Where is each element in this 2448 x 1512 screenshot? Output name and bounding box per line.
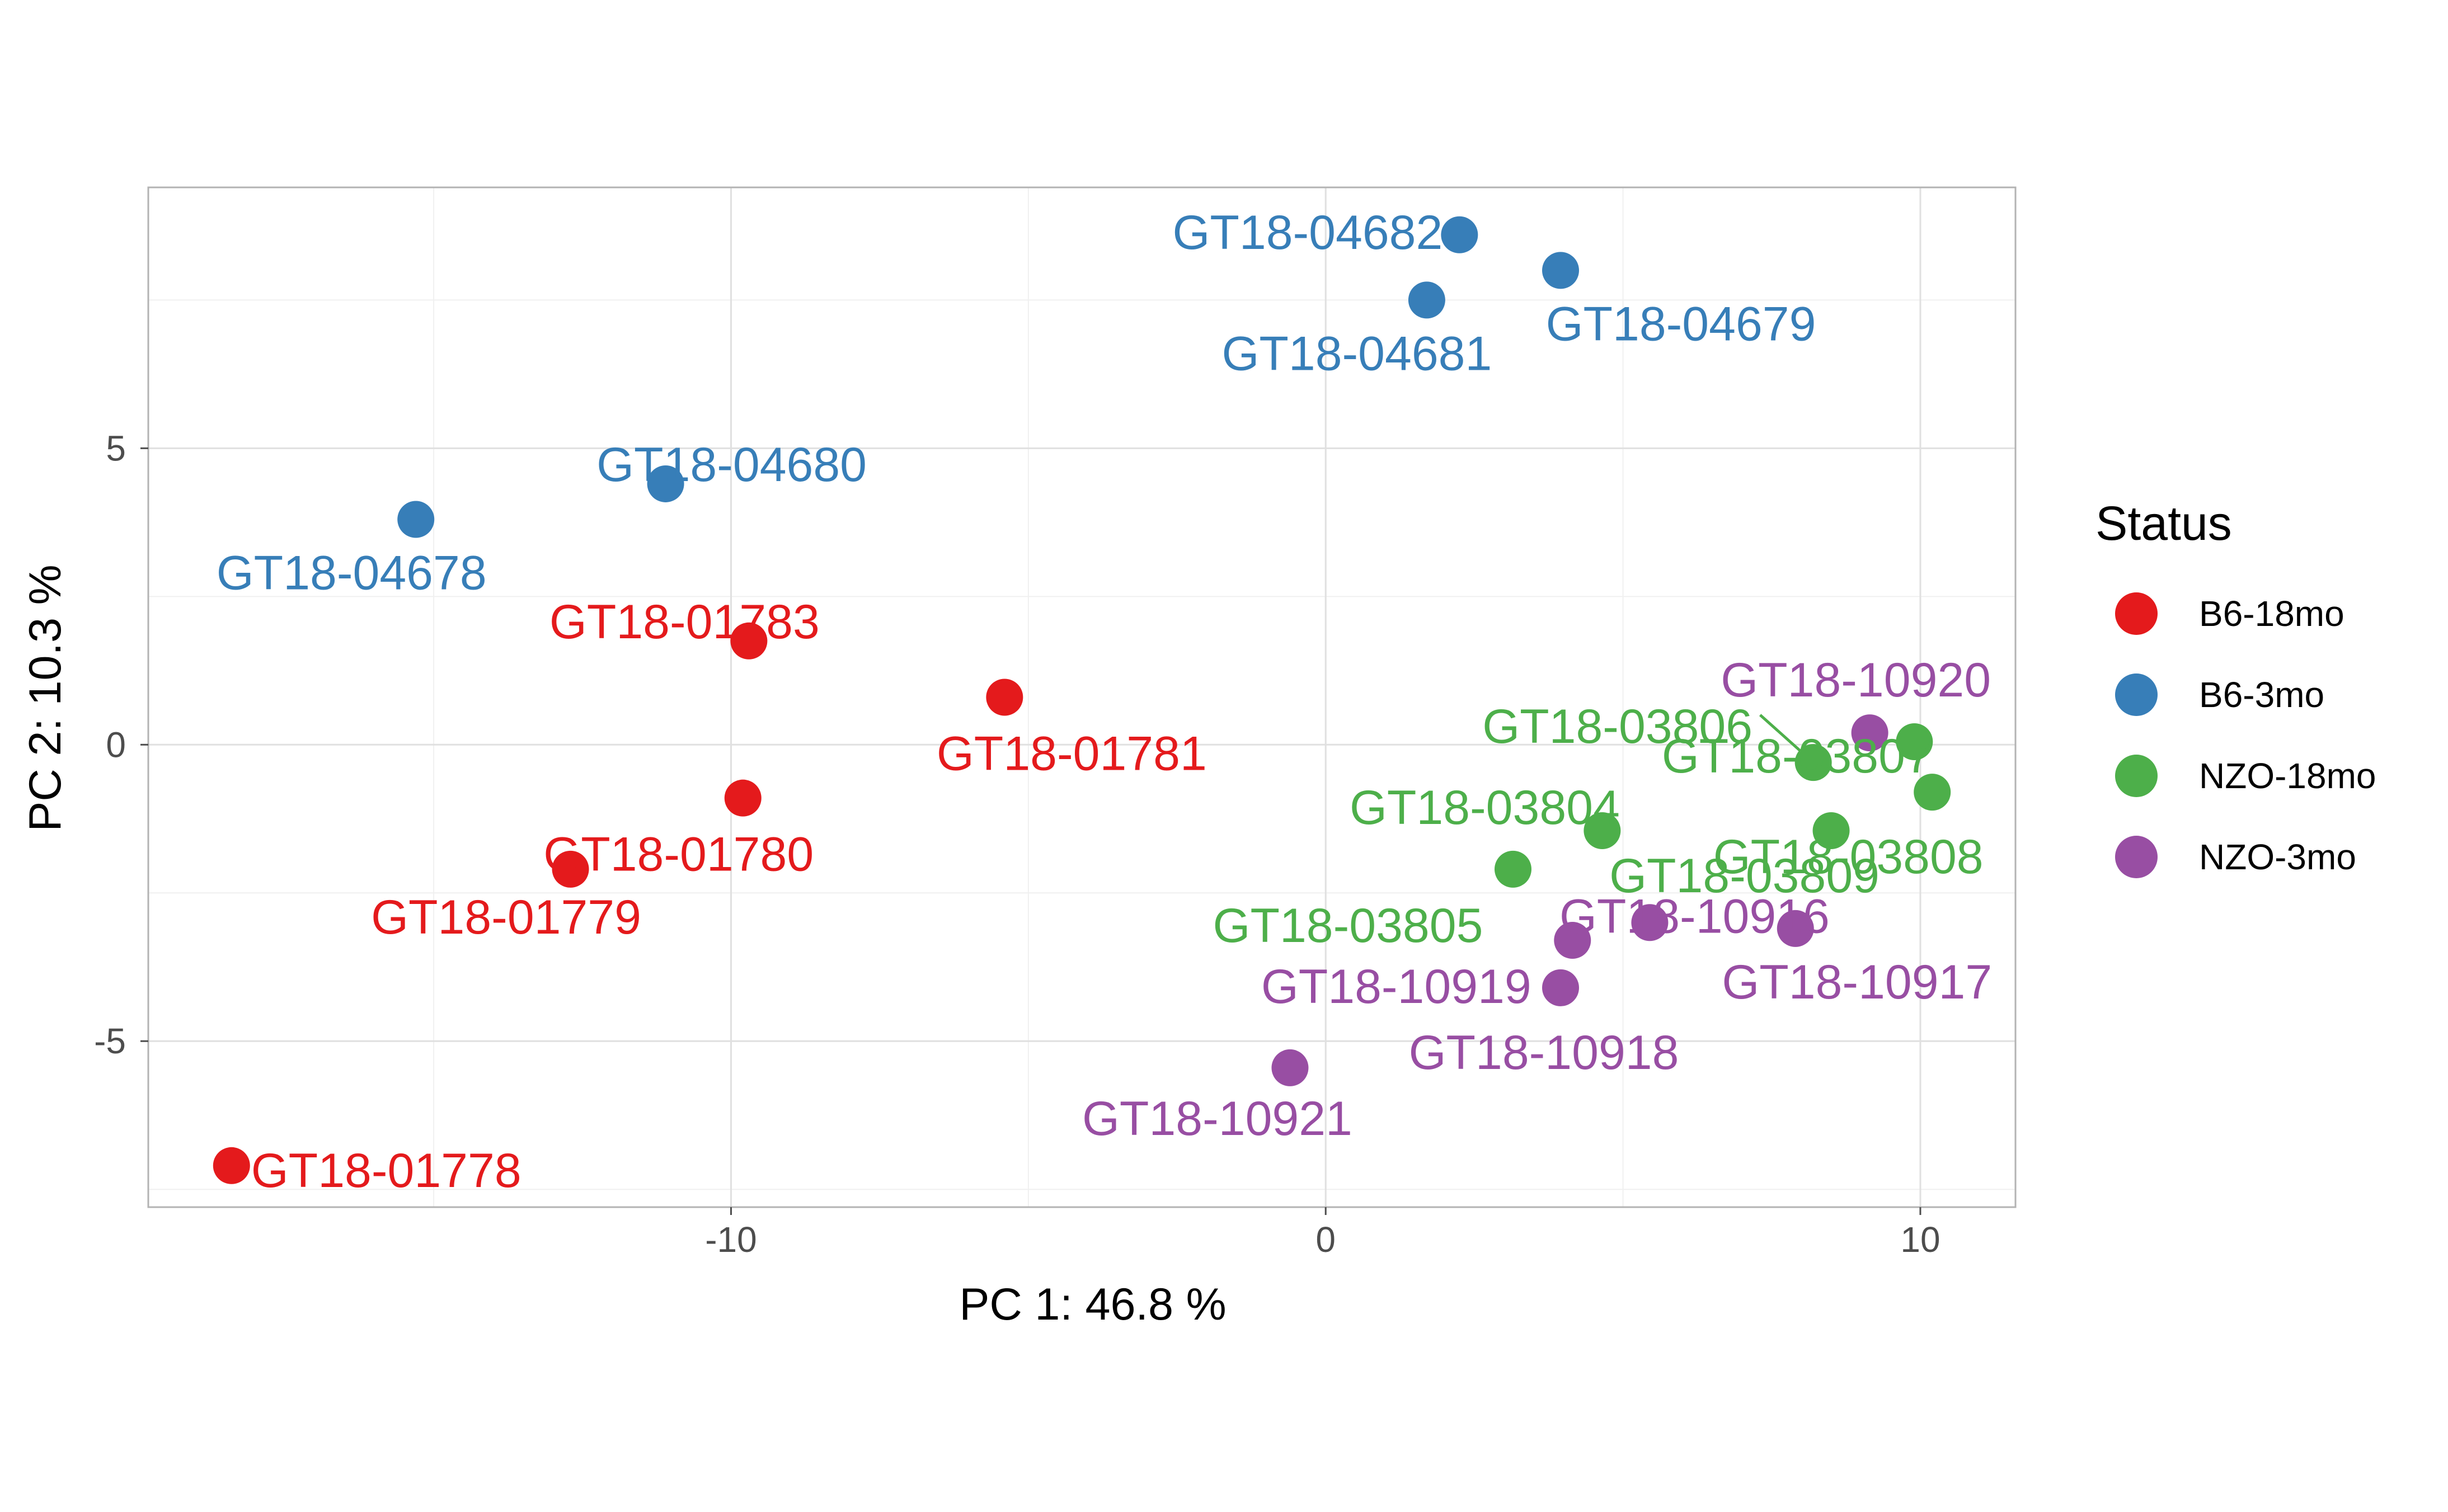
data-point-gt18-01783 (730, 622, 768, 660)
data-point-gt18-04682 (1441, 216, 1478, 253)
point-label: GT18-01780 (543, 828, 814, 882)
point-label: GT18-10917 (1722, 955, 1992, 1009)
legend-label: B6-18mo (2199, 594, 2344, 634)
point-label: GT18-01781 (937, 727, 1207, 781)
data-point-gt18-10920 (1851, 714, 1888, 752)
x-tick-label: 0 (1315, 1219, 1336, 1260)
data-point-gt18-03805 (1494, 850, 1531, 888)
data-point-gt18-04681 (1408, 281, 1445, 319)
data-point-gt18-04678 (397, 501, 435, 538)
plot-panel-border (147, 186, 2017, 1208)
data-point-gt18-10921 (1271, 1049, 1309, 1086)
y-tick-label: -5 (94, 1021, 126, 1061)
point-label: GT18-10919 (1261, 960, 1531, 1014)
data-point-gt18-01778 (213, 1147, 250, 1184)
x-tick-label: 10 (1900, 1219, 1940, 1260)
data-point-gt18-03809 (1812, 812, 1850, 849)
point-label: GT18-03808 (1713, 830, 1984, 884)
point-label: GT18-04681 (1221, 327, 1492, 380)
data-point-gt18-10917 (1777, 910, 1814, 947)
point-label: GT18-03809 (1609, 849, 1880, 903)
minor-gridlines (148, 187, 2015, 1207)
legend-title: Status (2095, 497, 2232, 550)
data-point-gt18-03804 (1584, 812, 1621, 849)
point-label: GT18-01778 (251, 1144, 521, 1198)
y-tick-label: 5 (106, 428, 126, 468)
point-label: GT18-04679 (1546, 297, 1816, 351)
point-label: GT18-03805 (1213, 899, 1483, 953)
data-point-gt18-10916 (1631, 904, 1669, 941)
point-labels: GT18-01778 GT18-01779 GT18-01780 GT18-01781… (217, 206, 1992, 1198)
legend: Status B6-18mo B6-3mo NZO-18mo NZO-3mo (2095, 497, 2376, 878)
point-label: GT18-03804 (1350, 781, 1620, 835)
data-points (213, 216, 1951, 1184)
data-point-gt18-10919 (1554, 922, 1591, 959)
point-label: GT18-10921 (1082, 1092, 1352, 1146)
data-point-gt18-01781 (986, 679, 1023, 716)
x-tick-label: -10 (705, 1219, 757, 1260)
legend-key-b6-3mo (2115, 673, 2158, 716)
major-gridlines (148, 187, 2015, 1207)
y-axis-title: PC 2: 10.3 % (20, 564, 71, 831)
point-label: GT18-04682 (1172, 206, 1443, 260)
axis-ticks (140, 447, 1921, 1215)
point-label: GT18-10920 (1721, 653, 1991, 707)
point-label: GT18-03806 (1482, 700, 1752, 753)
data-point-gt18-03806 (1794, 744, 1832, 781)
legend-items: B6-18mo B6-3mo NZO-18mo NZO-3mo (2115, 592, 2376, 878)
data-point-gt18-03807 (1896, 723, 1933, 760)
data-point-gt18-01780 (724, 779, 762, 817)
data-point-gt18-04680 (647, 465, 684, 502)
legend-label: NZO-18mo (2199, 756, 2376, 796)
point-label: GT18-10916 (1559, 889, 1830, 943)
data-point-gt18-04679 (1542, 252, 1580, 289)
x-axis-title: PC 1: 46.8 % (959, 1279, 1226, 1330)
point-label: GT18-04678 (217, 547, 487, 600)
legend-label: B6-3mo (2199, 675, 2324, 715)
point-label: GT18-03807 (1662, 729, 1932, 783)
data-point-gt18-01779 (552, 850, 589, 888)
data-point-gt18-03808 (1914, 774, 1951, 811)
plot-panel (148, 187, 2015, 1207)
legend-key-nzo-18mo (2115, 755, 2158, 797)
legend-key-nzo-3mo (2115, 836, 2158, 878)
x-axis-tick-labels: -10 0 10 (705, 1219, 1940, 1260)
point-label: GT18-01779 (371, 891, 641, 944)
point-label: GT18-04680 (596, 438, 867, 492)
data-point-gt18-10918 (1542, 969, 1580, 1006)
y-tick-label: 0 (106, 724, 126, 765)
y-axis-tick-labels: -5 0 5 (94, 428, 126, 1061)
legend-key-b6-18mo (2115, 592, 2158, 635)
point-label: GT18-10918 (1409, 1026, 1679, 1080)
point-label: GT18-01783 (549, 595, 820, 649)
legend-label: NZO-3mo (2199, 837, 2356, 877)
